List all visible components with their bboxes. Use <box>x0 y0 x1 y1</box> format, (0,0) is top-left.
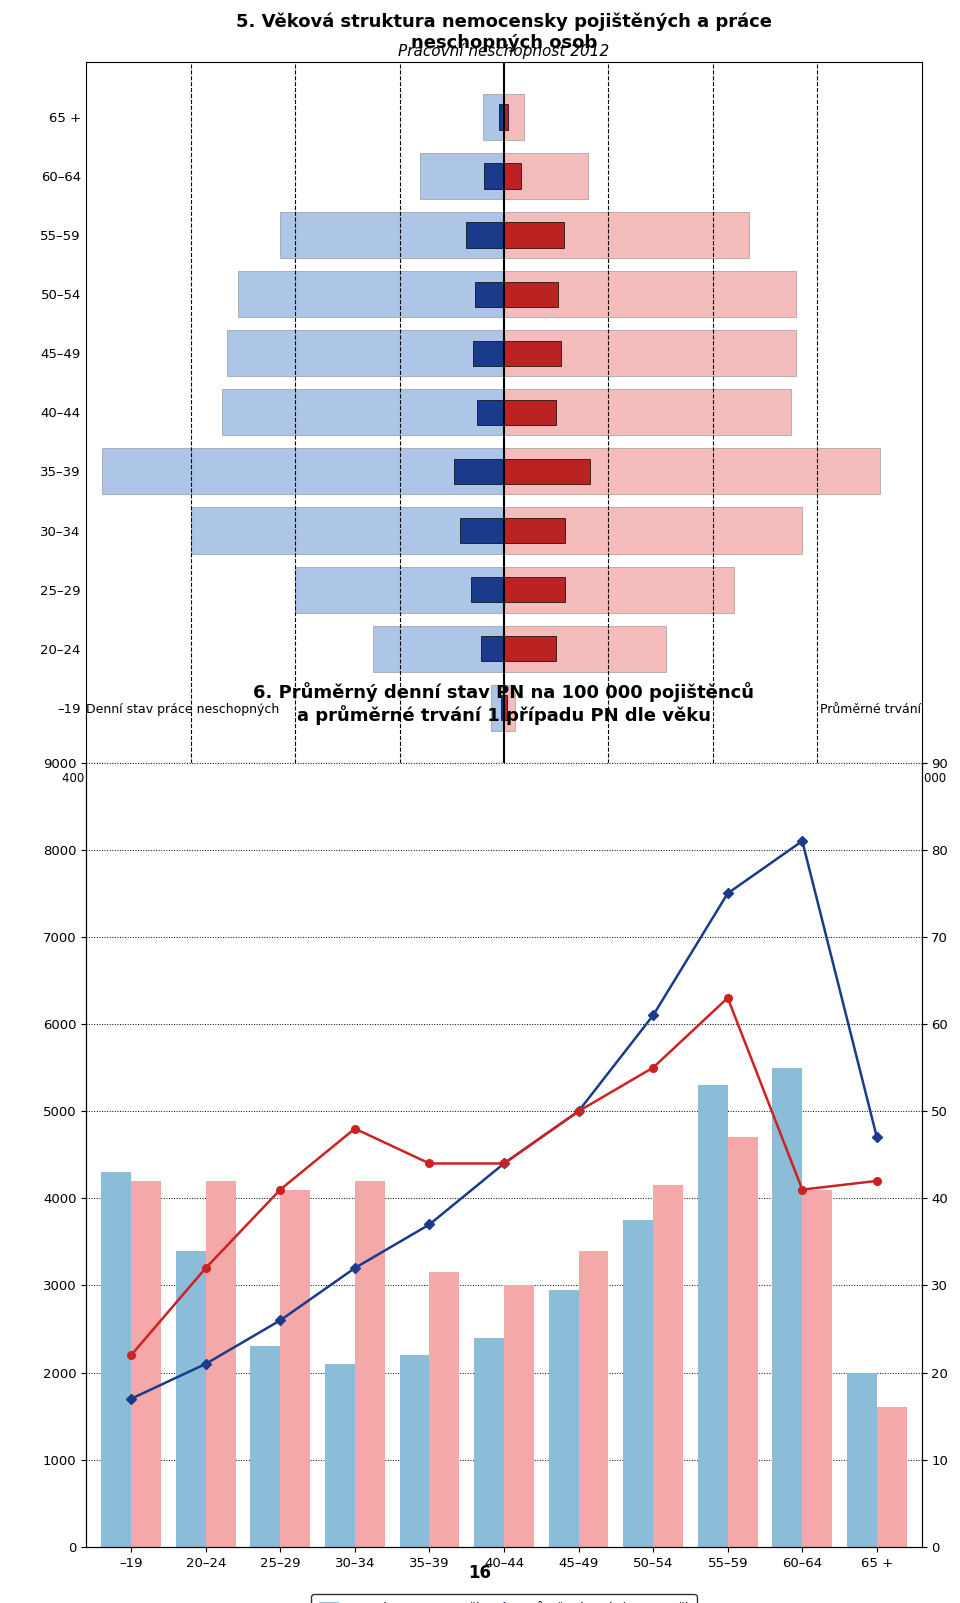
Bar <box>420 152 504 199</box>
Bar <box>472 340 504 365</box>
Bar <box>504 104 508 130</box>
Title: 5. Věková struktura nemocensky pojištěných a práce
neschopných osob: 5. Věková struktura nemocensky pojištěný… <box>236 13 772 53</box>
Bar <box>504 577 564 603</box>
Text: 16: 16 <box>468 1565 492 1582</box>
Bar <box>504 636 556 662</box>
Text: Průměrné trvání: Průměrné trvání <box>821 702 922 715</box>
Bar <box>477 399 504 425</box>
Bar <box>504 271 796 317</box>
Bar <box>295 566 504 612</box>
Bar <box>504 282 559 306</box>
Bar <box>191 508 504 553</box>
Bar <box>102 449 504 494</box>
Bar <box>504 330 796 377</box>
Bar <box>504 625 666 672</box>
Bar <box>373 625 504 672</box>
Bar <box>504 399 556 425</box>
Bar <box>205 1181 235 1547</box>
Bar <box>454 458 504 484</box>
Text: Pracovní neschopnost 2012: Pracovní neschopnost 2012 <box>398 43 610 59</box>
Bar <box>470 577 504 603</box>
Bar <box>579 1250 609 1547</box>
Bar <box>222 390 504 436</box>
Bar <box>504 223 564 248</box>
Bar <box>238 271 504 317</box>
Bar <box>847 1372 876 1547</box>
Legend: Denní stav PN - muži, Denní stav PN - ženy, Průměrné trvání PN - muži, Průměrné : Denní stav PN - muži, Denní stav PN - že… <box>311 1595 697 1603</box>
Bar <box>876 1407 906 1547</box>
Bar <box>504 458 589 484</box>
Bar <box>499 104 504 130</box>
Bar <box>504 390 791 436</box>
Bar <box>280 1189 310 1547</box>
Bar <box>429 1273 459 1547</box>
Bar <box>773 1068 803 1547</box>
Bar <box>492 684 504 731</box>
Bar <box>504 1286 534 1547</box>
Bar <box>504 212 750 258</box>
Bar <box>653 1185 683 1547</box>
Bar <box>102 1172 132 1547</box>
Bar <box>504 449 879 494</box>
Legend: Pojištěnci - muži, Pojištěnci - ženy, Muži v PN, Ženy v PN: Pojištěnci - muži, Pojištěnci - ženy, Mu… <box>269 827 739 854</box>
Bar <box>467 223 504 248</box>
Bar <box>399 1355 429 1547</box>
Bar <box>481 636 504 662</box>
Bar <box>803 1189 832 1547</box>
Bar <box>504 95 524 139</box>
Bar <box>251 1347 280 1547</box>
Bar <box>484 164 504 189</box>
Bar <box>504 566 733 612</box>
Bar <box>132 1181 161 1547</box>
Bar <box>325 1364 355 1547</box>
Bar <box>279 212 504 258</box>
Title: 6. Průměrný denní stav PN na 100 000 pojištěnců
a průměrné trvání 1 případu PN d: 6. Průměrný denní stav PN na 100 000 poj… <box>253 681 755 725</box>
Bar <box>501 696 504 720</box>
Bar <box>475 282 504 306</box>
Bar <box>504 340 562 365</box>
Bar <box>728 1138 757 1547</box>
Bar <box>355 1181 385 1547</box>
Bar <box>460 518 504 543</box>
Text: Denní stav práce neschopných: Denní stav práce neschopných <box>86 702 279 715</box>
Bar <box>176 1250 205 1547</box>
Bar <box>698 1085 728 1547</box>
Bar <box>483 95 504 139</box>
Bar <box>623 1220 653 1547</box>
Bar <box>474 1339 504 1547</box>
Bar <box>504 696 507 720</box>
Bar <box>504 164 520 189</box>
Bar <box>504 152 588 199</box>
Bar <box>549 1290 579 1547</box>
Bar <box>228 330 504 377</box>
Bar <box>504 508 802 553</box>
Bar <box>504 518 564 543</box>
Bar <box>504 684 516 731</box>
